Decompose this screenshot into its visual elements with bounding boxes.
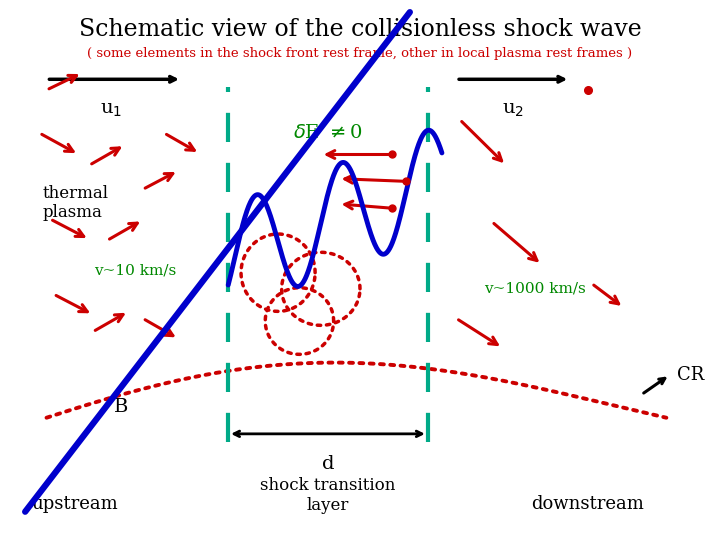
Text: Schematic view of the collisionless shock wave: Schematic view of the collisionless shoc…	[78, 17, 642, 40]
Text: u$_1$: u$_1$	[99, 101, 122, 119]
Text: v~1000 km/s: v~1000 km/s	[484, 282, 585, 296]
Text: B: B	[114, 398, 128, 416]
Text: u$_2$: u$_2$	[502, 101, 524, 119]
Text: ( some elements in the shock front rest frame, other in local plasma rest frames: ( some elements in the shock front rest …	[87, 47, 633, 60]
Text: d: d	[322, 455, 334, 474]
Text: CR: CR	[677, 366, 704, 384]
Text: thermal
plasma: thermal plasma	[43, 185, 109, 221]
Text: v~10 km/s: v~10 km/s	[94, 263, 176, 277]
Text: upstream: upstream	[32, 495, 118, 512]
Text: downstream: downstream	[531, 495, 644, 512]
Text: $\delta$E $\neq$0: $\delta$E $\neq$0	[293, 124, 363, 142]
Text: shock transition
layer: shock transition layer	[260, 477, 395, 514]
